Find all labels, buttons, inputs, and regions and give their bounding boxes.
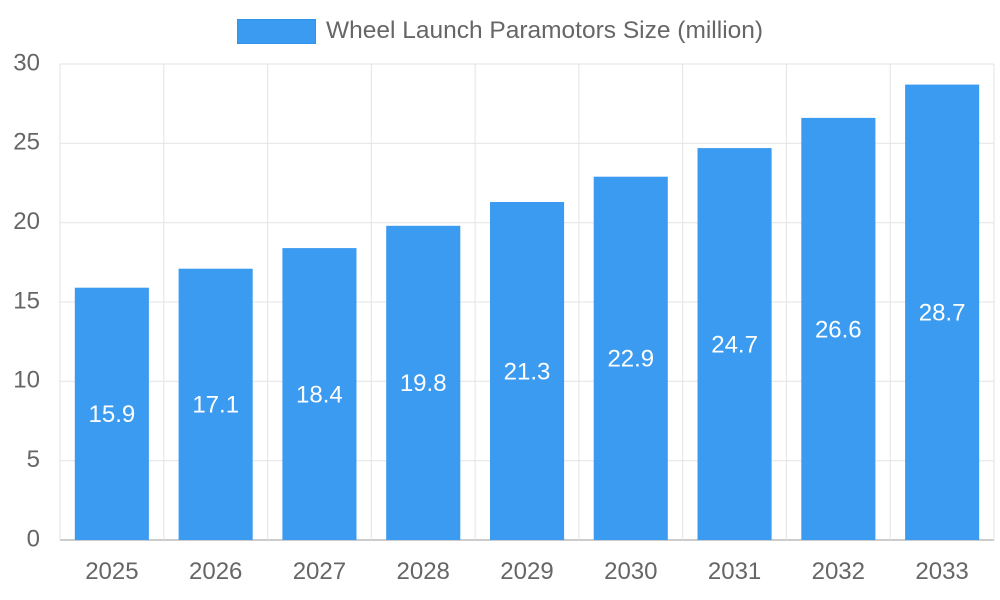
svg-text:18.4: 18.4 [296, 381, 343, 408]
svg-text:2025: 2025 [85, 558, 138, 585]
svg-text:15.9: 15.9 [89, 401, 136, 428]
svg-text:20: 20 [13, 208, 40, 235]
svg-text:21.3: 21.3 [504, 358, 551, 385]
svg-text:5: 5 [27, 446, 40, 473]
svg-text:2033: 2033 [915, 558, 968, 585]
svg-text:0: 0 [27, 525, 40, 552]
svg-text:2026: 2026 [189, 558, 242, 585]
svg-text:2031: 2031 [708, 558, 761, 585]
svg-text:24.7: 24.7 [711, 331, 758, 358]
svg-text:30: 30 [13, 49, 40, 76]
svg-text:15: 15 [13, 287, 40, 314]
svg-text:22.9: 22.9 [607, 346, 654, 373]
svg-text:28.7: 28.7 [919, 300, 966, 327]
svg-text:2030: 2030 [604, 558, 657, 585]
svg-text:17.1: 17.1 [192, 392, 239, 419]
svg-text:25: 25 [13, 129, 40, 156]
svg-text:26.6: 26.6 [815, 316, 862, 343]
svg-text:2029: 2029 [500, 558, 553, 585]
svg-text:10: 10 [13, 367, 40, 394]
svg-text:19.8: 19.8 [400, 370, 447, 397]
svg-text:2028: 2028 [397, 558, 450, 585]
svg-text:2032: 2032 [812, 558, 865, 585]
svg-text:2027: 2027 [293, 558, 346, 585]
